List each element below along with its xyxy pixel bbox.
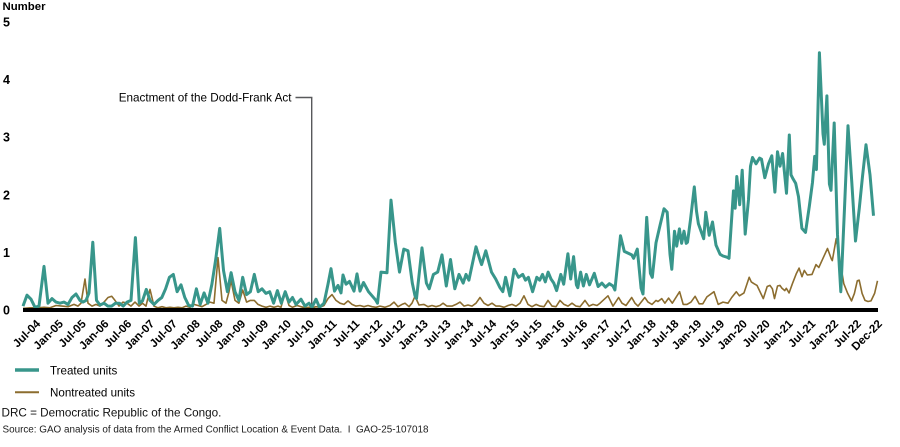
svg-text:Number: Number — [3, 1, 47, 13]
svg-text:4: 4 — [3, 73, 10, 87]
svg-text:1: 1 — [3, 246, 10, 260]
svg-text:Source: GAO analysis of data f: Source: GAO analysis of data from the Ar… — [3, 425, 429, 436]
svg-text:3: 3 — [3, 131, 10, 145]
svg-text:Enactment of the Dodd-Frank Ac: Enactment of the Dodd-Frank Act — [119, 92, 293, 105]
svg-text:Nontreated units: Nontreated units — [50, 387, 135, 400]
svg-text:5: 5 — [3, 16, 10, 30]
svg-text:0: 0 — [3, 304, 10, 318]
svg-text:Treated units: Treated units — [50, 365, 117, 378]
svg-text:DRC = Democratic Republic of t: DRC = Democratic Republic of the Congo. — [2, 406, 222, 419]
svg-text:2: 2 — [3, 188, 10, 202]
